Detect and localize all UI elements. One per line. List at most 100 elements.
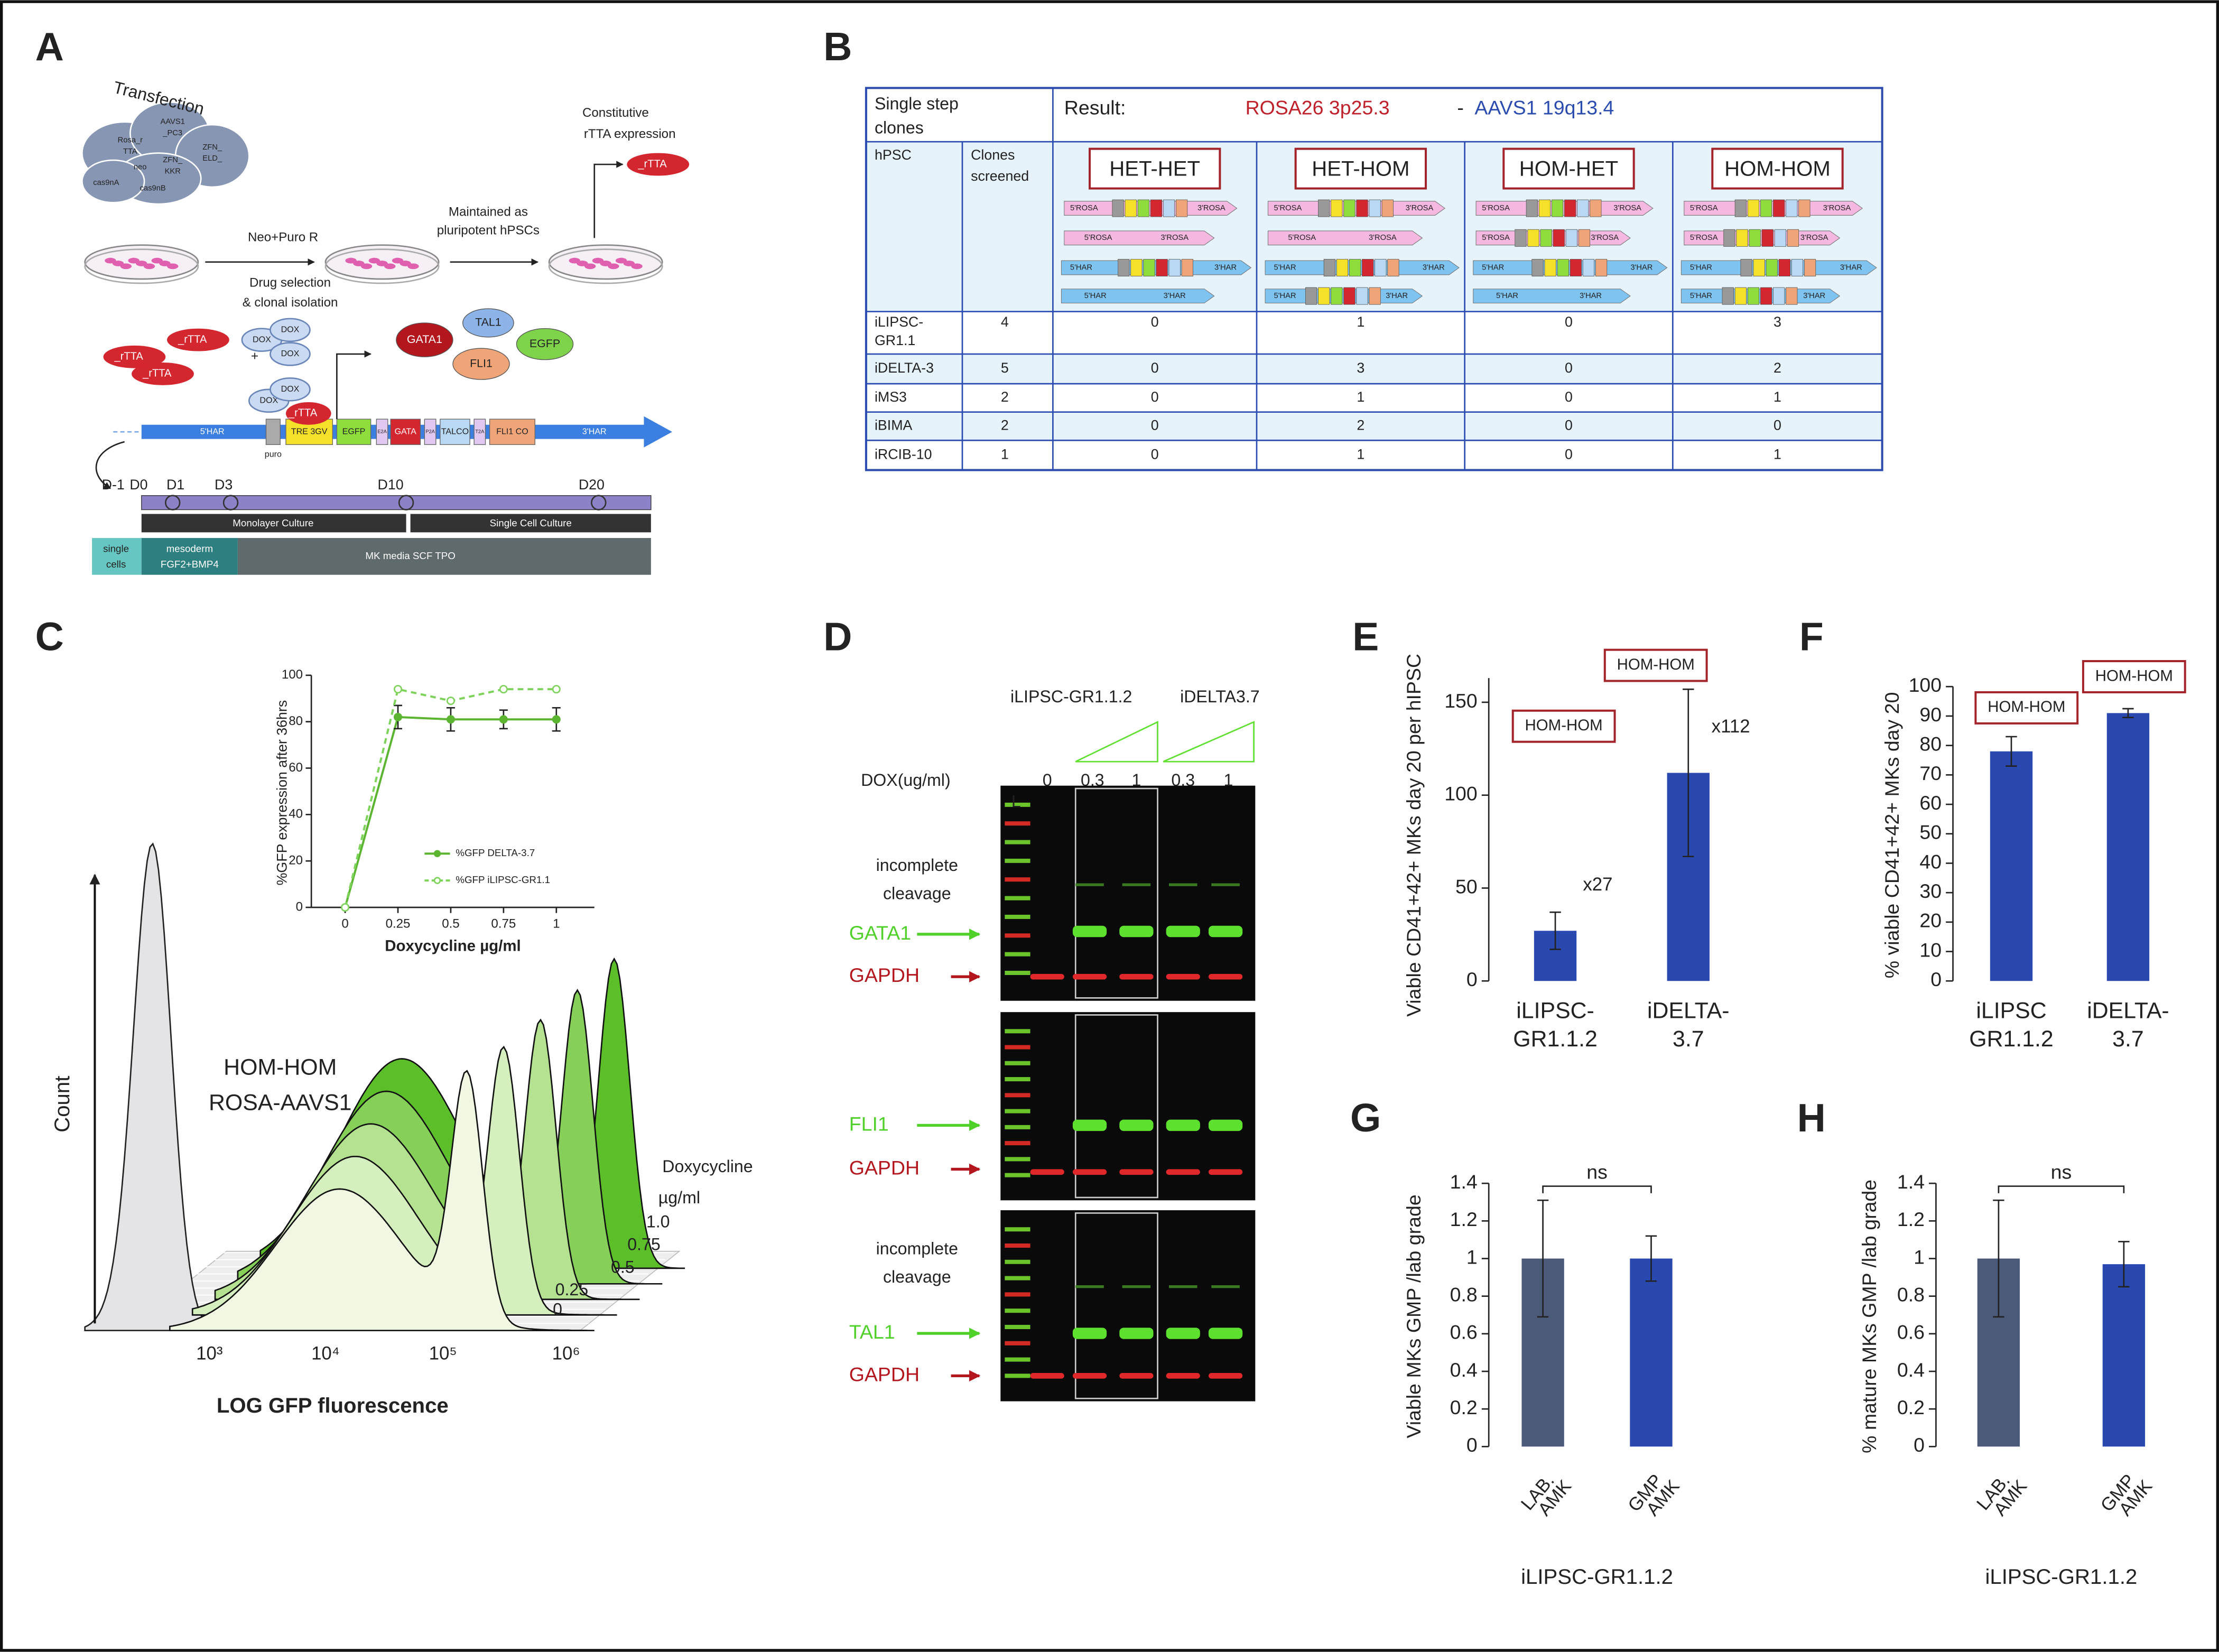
insert-part [1773, 287, 1785, 305]
insert-part [1526, 199, 1538, 217]
ladder-band [1005, 1141, 1030, 1146]
y-tick-label: 0 [1466, 968, 1478, 990]
label: 3'ROSA [1406, 204, 1434, 212]
cells [112, 261, 124, 266]
insert-part [1749, 229, 1761, 247]
x-axis-label: iLIPSC-GR1.1.2 [1985, 1565, 2137, 1589]
label: Single step [875, 94, 959, 113]
media-bar [237, 538, 651, 575]
x-tick-label: 0.25 [386, 916, 411, 931]
label: 10³ [196, 1343, 222, 1363]
y-tick-label: 0.2 [1450, 1396, 1478, 1418]
label: 0.75 [627, 1235, 661, 1254]
label: 5'HAR [1482, 263, 1504, 272]
cells [376, 261, 388, 266]
legend-marker [433, 877, 441, 884]
arrow [95, 441, 125, 489]
rtta [103, 345, 166, 368]
culture-bar [410, 514, 651, 533]
protein [396, 322, 453, 357]
label: DOX [281, 349, 300, 358]
insert-part [1163, 199, 1175, 217]
label: 5'HAR [1690, 292, 1712, 300]
insert-part [1181, 259, 1193, 277]
x-axis-label: Doxycycline µg/ml [385, 938, 521, 955]
label: cas9nA [93, 179, 119, 187]
arrow [593, 161, 624, 238]
label: D10 [378, 477, 404, 493]
y-tick-label: 0 [1914, 1434, 1925, 1456]
cells [136, 261, 147, 266]
label: 0.3 [1081, 771, 1104, 790]
label: GATA [395, 426, 417, 436]
label: clones [875, 118, 924, 137]
label: GATA1 [407, 333, 442, 346]
annotation: HOM-HOM [2095, 667, 2173, 684]
ladder-band [1005, 1029, 1030, 1034]
insert-part [1331, 287, 1343, 305]
point [341, 903, 350, 912]
y-tick-label: 0.4 [1897, 1359, 1925, 1381]
day-marker [164, 495, 181, 511]
ladder-band [1005, 896, 1030, 901]
rtta [627, 153, 690, 176]
target-band [1072, 1119, 1107, 1131]
ladder-band [1005, 952, 1030, 957]
construct-part [440, 419, 470, 445]
cells [120, 263, 132, 270]
label: HOM-HOM [224, 1055, 337, 1080]
label: HET-HET [1109, 156, 1200, 180]
x-tick-label: 0 [341, 916, 348, 931]
y-tick-label: 30 [1919, 880, 1942, 902]
significance-bracket [1542, 1185, 1652, 1193]
label: & clonal isolation [243, 295, 338, 310]
x-tick-label: iDELTA- [2087, 998, 2169, 1023]
label: 0 [1151, 417, 1159, 433]
control-band [1166, 1169, 1200, 1175]
target-band [1208, 1328, 1243, 1339]
y-tick-label: 1 [1466, 1246, 1478, 1268]
protein [452, 348, 510, 380]
rtta [285, 402, 331, 425]
y-tick-label: 50 [1455, 875, 1478, 897]
label: ROSA-AAVS1 [209, 1090, 352, 1116]
control-band [1208, 973, 1243, 980]
target-band [1119, 1328, 1154, 1339]
insert-part [1156, 259, 1168, 277]
insert-part [1336, 259, 1349, 277]
ladder-band [1005, 858, 1030, 863]
label: AAVS1 [161, 118, 185, 126]
insert-part [1130, 259, 1143, 277]
insert-part [1362, 259, 1374, 277]
label: MK media SCF TPO [365, 550, 455, 561]
label: cleavage [883, 884, 951, 903]
label: 5'HAR [1496, 292, 1518, 300]
construct-part [285, 419, 333, 445]
ladder-band [1005, 1109, 1030, 1113]
insert-part [1538, 199, 1551, 217]
cells [128, 257, 140, 264]
label: 0.25 [555, 1280, 589, 1299]
y-axis-label: % viable CD41+42+ MKs day 20 [1881, 692, 1903, 979]
label: ZFN_ [163, 156, 183, 164]
faint-band [1168, 883, 1197, 886]
ladder-band [1005, 1341, 1030, 1345]
cells [143, 263, 155, 270]
y-tick-label: 80 [1919, 733, 1942, 755]
label: iLIPSC- [875, 314, 923, 330]
label: 3 [1774, 314, 1781, 330]
control-band [1208, 1169, 1243, 1175]
control-band [1166, 973, 1200, 980]
annotation-box [1974, 691, 2079, 725]
histogram [169, 1070, 595, 1332]
legend-label: %GFP iLIPSC-GR1.1 [456, 874, 550, 885]
label: Count [50, 1076, 74, 1133]
label: 2 [1001, 417, 1009, 433]
table-border [865, 87, 1883, 471]
label: 1 [1131, 771, 1141, 790]
annotation-box [1511, 709, 1616, 743]
label: 0.5 [611, 1257, 635, 1276]
ladder-band [1005, 1077, 1030, 1082]
label: 5'ROSA [1274, 204, 1302, 212]
label: LOG GFP fluorescence [217, 1394, 449, 1417]
